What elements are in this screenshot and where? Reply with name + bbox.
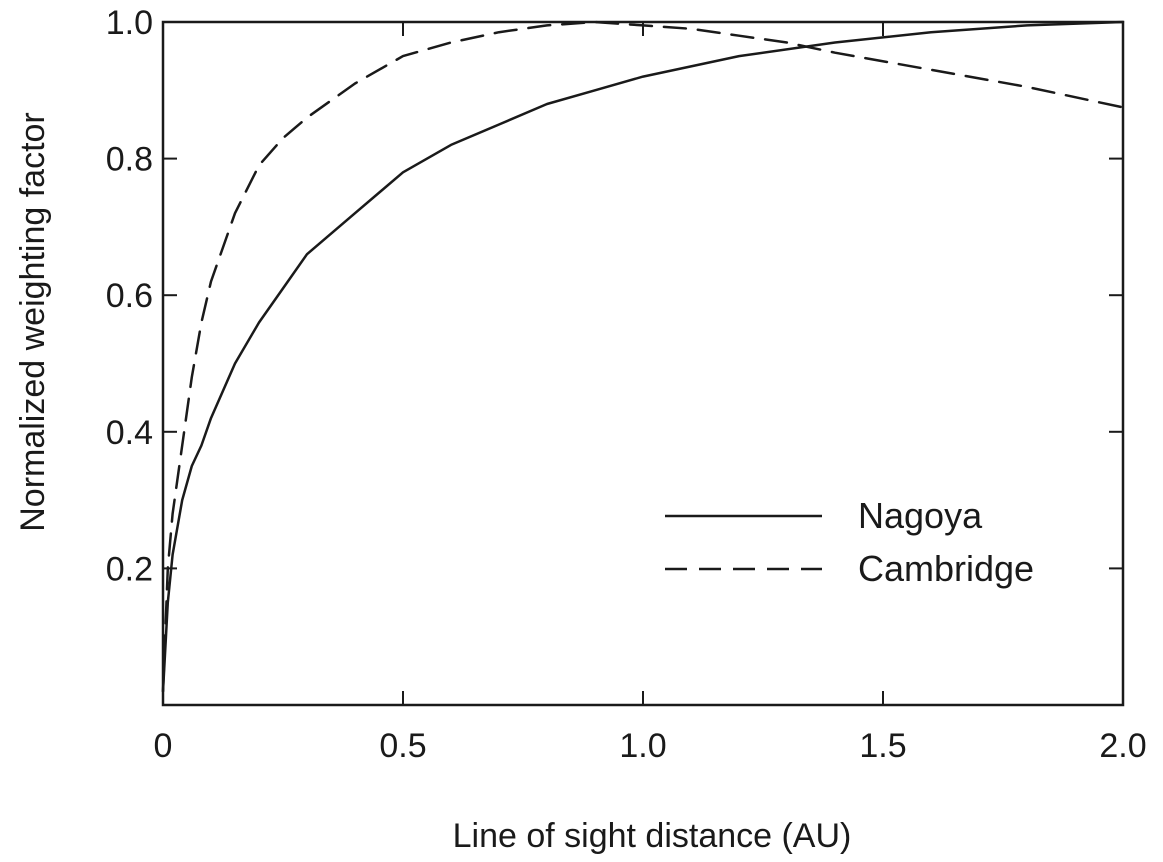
x-tick-label: 2.0 [1099, 727, 1146, 765]
series-line-nagoya [161, 20, 1125, 693]
x-axis-title: Line of sight distance (AU) [453, 817, 852, 855]
x-axis: 0 0.5 1.0 1.5 2.0 [154, 22, 1147, 765]
series-line-cambridge [161, 20, 1125, 693]
x-tick-label: 1.5 [859, 727, 906, 765]
x-tick-label: 0.5 [379, 727, 426, 765]
plot-frame [161, 20, 1125, 707]
x-tick-label: 1.0 [619, 727, 666, 765]
y-tick-label: 0.6 [106, 277, 153, 315]
y-tick-label: 1.0 [106, 4, 153, 42]
x-tick-label: 0 [154, 727, 173, 765]
plot-border [161, 20, 1125, 707]
y-tick-label: 0.4 [106, 414, 153, 452]
y-axis: 0.2 0.4 0.6 0.8 1.0 [106, 4, 1123, 588]
series-lines [161, 20, 1125, 693]
legend-label-nagoya: Nagoya [858, 495, 983, 536]
legend: Nagoya Cambridge [665, 495, 1034, 589]
y-axis-title: Normalized weighting factor [14, 112, 52, 532]
y-tick-label: 0.2 [106, 550, 153, 588]
legend-label-cambridge: Cambridge [858, 548, 1034, 589]
y-tick-label: 0.8 [106, 141, 153, 179]
